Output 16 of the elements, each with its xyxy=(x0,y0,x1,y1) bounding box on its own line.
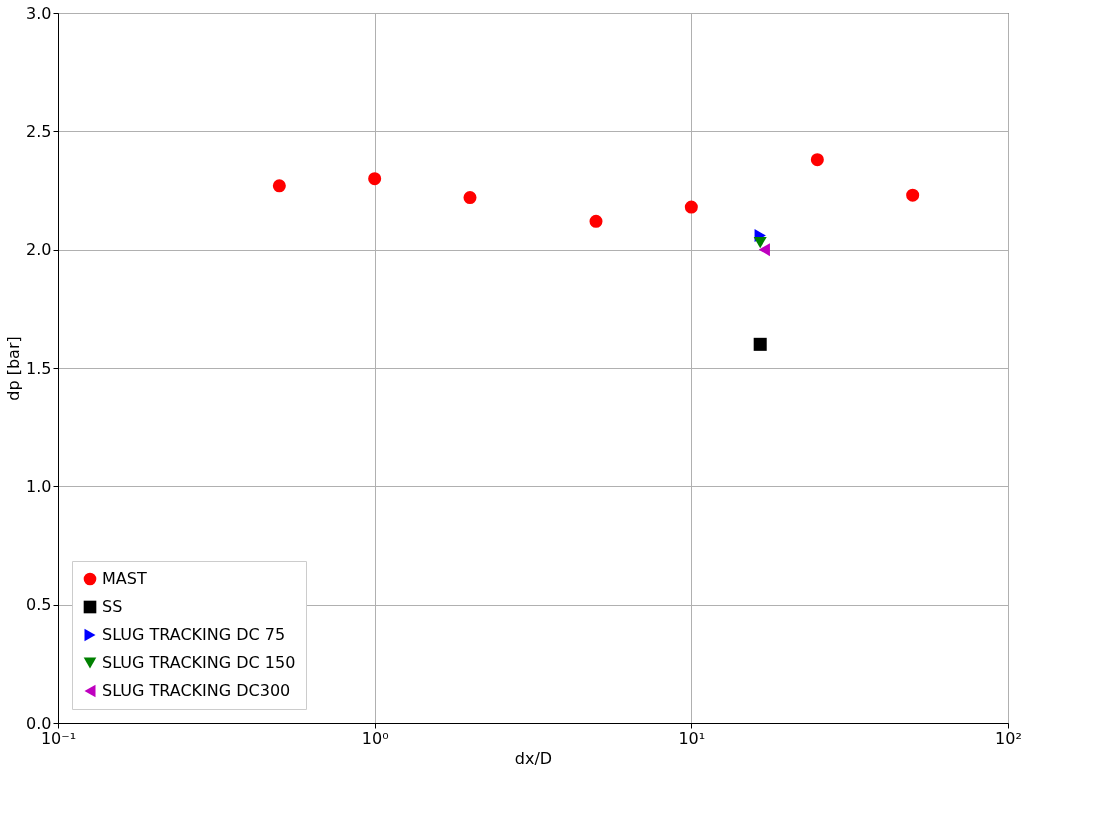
legend-label: MAST xyxy=(102,569,147,588)
y-tick-label: 1.0 xyxy=(26,476,52,496)
y-tick-label: 0.5 xyxy=(26,595,52,615)
y-tick-label: 3.0 xyxy=(26,3,52,23)
x-axis-title: dx/D xyxy=(514,748,553,768)
x-tick-label: 10¹ xyxy=(678,728,706,748)
legend-label: SLUG TRACKING DC300 xyxy=(102,681,291,700)
y-axis-title: dp [bar] xyxy=(4,336,24,401)
x-tick-label: 10² xyxy=(995,728,1022,748)
y-tick-label: 2.0 xyxy=(26,240,52,260)
x-tick-label: 10⁰ xyxy=(361,728,389,748)
legend-label: SS xyxy=(102,597,123,616)
y-tick-label: 2.5 xyxy=(26,121,52,141)
legend-label: SLUG TRACKING DC 150 xyxy=(102,653,296,672)
y-tick-label: 1.5 xyxy=(26,358,52,378)
legend-label: SLUG TRACKING DC 75 xyxy=(102,625,286,644)
